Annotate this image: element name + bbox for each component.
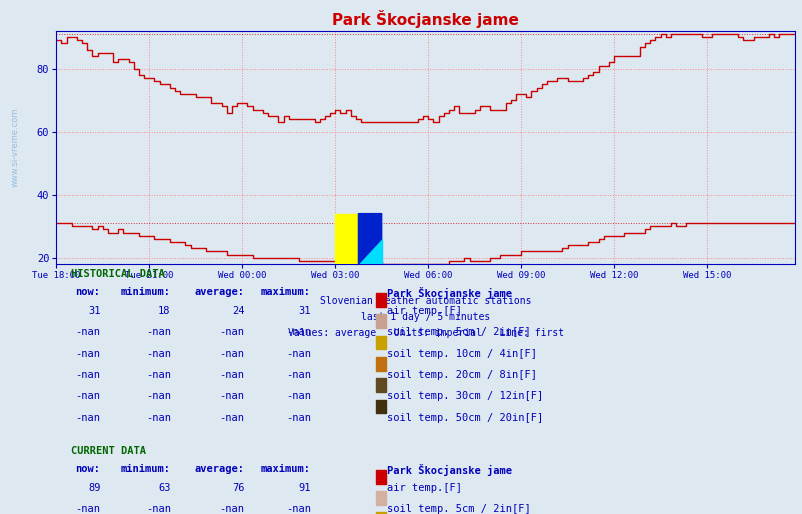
Text: soil temp. 20cm / 8in[F]: soil temp. 20cm / 8in[F]: [387, 370, 537, 380]
Text: -nan: -nan: [219, 349, 245, 359]
Text: -nan: -nan: [75, 327, 100, 338]
Text: -nan: -nan: [145, 370, 171, 380]
Text: 31: 31: [298, 306, 310, 316]
Bar: [375, 315, 385, 328]
Text: soil temp. 5cm / 2in[F]: soil temp. 5cm / 2in[F]: [387, 504, 530, 514]
Polygon shape: [358, 239, 381, 264]
Text: soil temp. 50cm / 20in[F]: soil temp. 50cm / 20in[F]: [387, 413, 543, 423]
Bar: [375, 293, 385, 307]
Text: Park Škocjanske jame: Park Škocjanske jame: [387, 464, 512, 476]
Text: now:: now:: [75, 287, 100, 297]
Text: 89: 89: [88, 483, 100, 493]
Text: Park Škocjanske jame: Park Škocjanske jame: [387, 287, 512, 299]
Text: minimum:: minimum:: [120, 464, 171, 474]
Text: -nan: -nan: [75, 370, 100, 380]
Text: soil temp. 5cm / 2in[F]: soil temp. 5cm / 2in[F]: [387, 327, 530, 338]
Text: HISTORICAL DATA: HISTORICAL DATA: [71, 269, 164, 279]
Text: air temp.[F]: air temp.[F]: [387, 306, 462, 316]
Text: -nan: -nan: [219, 504, 245, 514]
Polygon shape: [358, 214, 381, 264]
Text: soil temp. 10cm / 4in[F]: soil temp. 10cm / 4in[F]: [387, 349, 537, 359]
Text: -nan: -nan: [219, 370, 245, 380]
Text: CURRENT DATA: CURRENT DATA: [71, 446, 146, 456]
Text: last 1 day / 5 minutes: last 1 day / 5 minutes: [361, 312, 489, 322]
Bar: [375, 378, 385, 392]
Text: 63: 63: [158, 483, 171, 493]
Text: 24: 24: [232, 306, 245, 316]
Text: average:: average:: [194, 287, 245, 297]
Text: -nan: -nan: [75, 349, 100, 359]
Bar: [375, 399, 385, 413]
Bar: [375, 336, 385, 350]
Bar: [375, 512, 385, 514]
Text: average:: average:: [194, 464, 245, 474]
Text: -nan: -nan: [75, 391, 100, 401]
Text: -nan: -nan: [286, 327, 310, 338]
Text: Slovenian weather automatic stations: Slovenian weather automatic stations: [319, 296, 531, 306]
Text: -nan: -nan: [75, 504, 100, 514]
Text: -nan: -nan: [286, 349, 310, 359]
Text: -nan: -nan: [145, 504, 171, 514]
Text: -nan: -nan: [145, 413, 171, 423]
Bar: [375, 470, 385, 484]
Text: air temp.[F]: air temp.[F]: [387, 483, 462, 493]
Text: now:: now:: [75, 464, 100, 474]
Text: maximum:: maximum:: [261, 287, 310, 297]
Text: maximum:: maximum:: [261, 464, 310, 474]
Text: -nan: -nan: [75, 413, 100, 423]
Text: soil temp. 30cm / 12in[F]: soil temp. 30cm / 12in[F]: [387, 391, 543, 401]
Text: Values: average   Units: imperial   Line: first: Values: average Units: imperial Line: fi…: [287, 328, 563, 338]
Text: -nan: -nan: [145, 327, 171, 338]
Text: minimum:: minimum:: [120, 287, 171, 297]
Text: -nan: -nan: [286, 370, 310, 380]
Text: -nan: -nan: [145, 349, 171, 359]
Text: 76: 76: [232, 483, 245, 493]
Text: -nan: -nan: [145, 391, 171, 401]
Text: -nan: -nan: [219, 413, 245, 423]
Text: 31: 31: [88, 306, 100, 316]
Text: -nan: -nan: [286, 504, 310, 514]
Text: -nan: -nan: [219, 391, 245, 401]
Title: Park Škocjanske jame: Park Škocjanske jame: [332, 10, 518, 28]
Text: -nan: -nan: [286, 391, 310, 401]
Text: www.si-vreme.com: www.si-vreme.com: [11, 107, 20, 187]
Bar: [375, 491, 385, 505]
Text: -nan: -nan: [286, 413, 310, 423]
Text: -nan: -nan: [219, 327, 245, 338]
Text: 91: 91: [298, 483, 310, 493]
Bar: [375, 357, 385, 371]
Bar: [334, 214, 358, 264]
Text: 18: 18: [158, 306, 171, 316]
